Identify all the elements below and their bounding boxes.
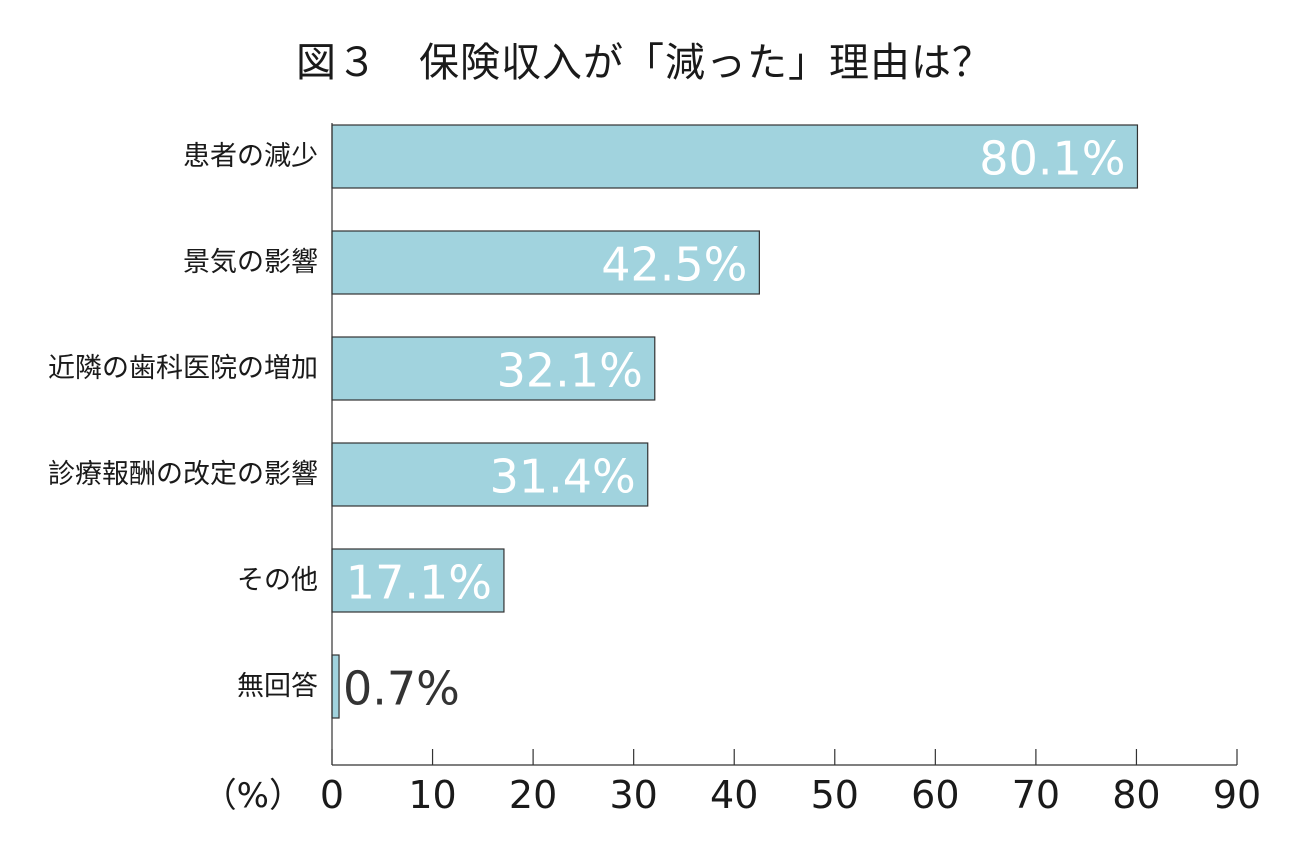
bar [331,336,656,401]
x-tick-label: 20 [509,773,557,817]
bar [331,442,649,507]
x-tick-label: 50 [811,773,859,817]
bar [331,124,1139,189]
x-tick-label: 90 [1213,773,1261,817]
bars-layer [331,124,1139,719]
value-label: 42.5% [601,238,747,292]
category-label: 診療報酬の改定の影響 [48,459,318,490]
value-label: 31.4% [490,450,636,504]
x-tick-label: 80 [1112,773,1160,817]
bar [331,548,505,613]
category-label: その他 [237,565,318,596]
bar [331,654,340,719]
value-label: 17.1% [346,556,492,610]
value-label: 0.7% [343,662,460,716]
value-label: 32.1% [497,344,643,398]
category-label: 近隣の歯科医院の増加 [48,353,318,384]
x-axis: 0 10 20 30 40 50 60 70 80 90 （%） [203,123,1261,817]
x-tick-label: 10 [408,773,456,817]
value-label: 80.1% [979,132,1125,186]
chart-title: 図３ 保険収入が「減った」理由は？ [296,40,993,86]
value-labels: 80.1% 42.5% 32.1% 31.4% 17.1% 0.7% [343,132,1125,716]
x-tick-label: 60 [911,773,959,817]
x-tick-label: 40 [710,773,758,817]
category-label: 無回答 [237,671,318,702]
category-label: 患者の減少 [183,141,318,172]
bar [331,230,760,295]
x-axis-unit-label: （%） [203,776,303,816]
category-label: 景気の影響 [183,247,318,278]
x-tick-label: 30 [609,773,657,817]
x-tick-label: 0 [320,773,344,817]
x-tick-label: 70 [1012,773,1060,817]
